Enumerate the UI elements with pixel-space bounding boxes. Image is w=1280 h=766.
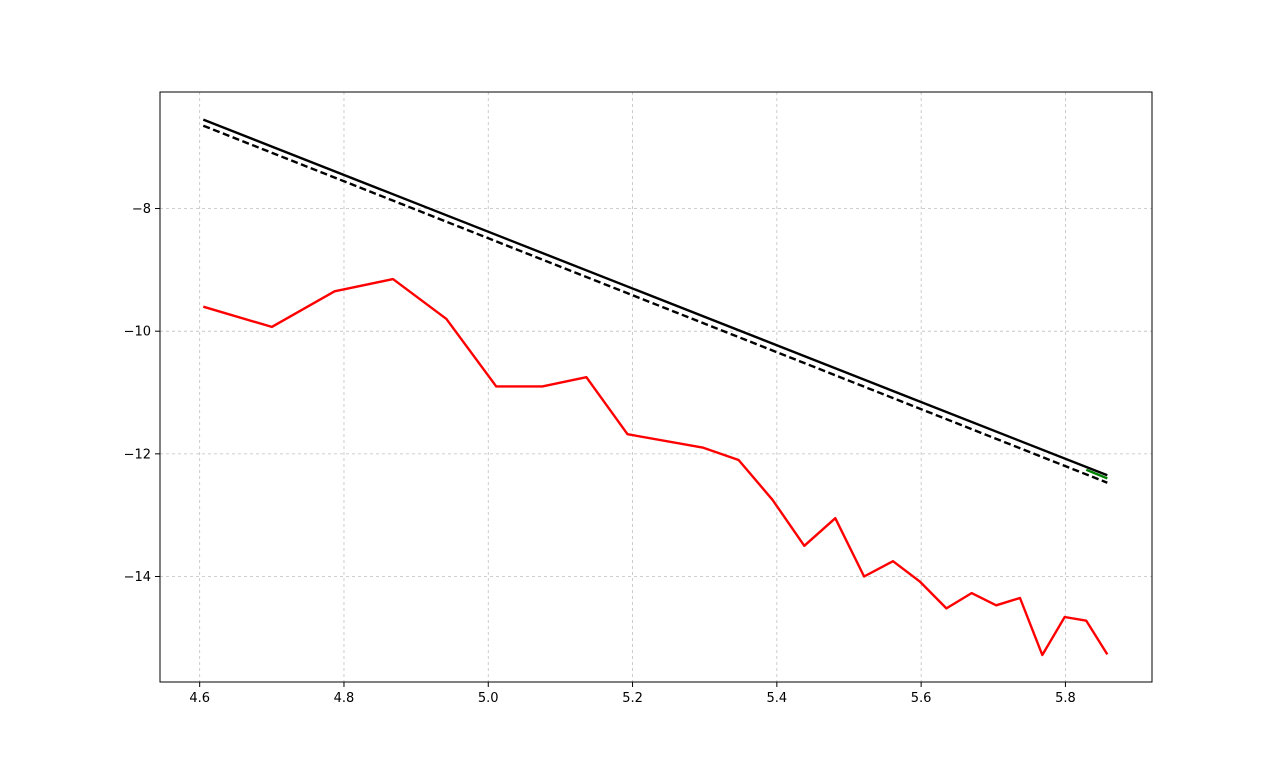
x-tick-label-1: 4.8	[334, 691, 355, 706]
x-tick-label-3: 5.2	[622, 691, 643, 706]
series-lines	[202, 118, 1109, 657]
plot-frame	[159, 91, 1153, 683]
y-tick-label-2: −12	[124, 447, 151, 462]
y-tick-label-0: −8	[132, 202, 151, 217]
x-tick-label-0: 4.6	[189, 691, 210, 706]
axis-ticks: 4.6 4.8 5.0 5.2 5.4 5.6 5.8 −8 −10 −12 −14	[124, 202, 1076, 706]
x-tick-label-5: 5.6	[911, 691, 932, 706]
y-tick-label-3: −14	[124, 570, 151, 585]
x-tick-label-2: 5.0	[478, 691, 499, 706]
grid-lines	[160, 92, 1152, 682]
series-line-2	[202, 124, 1108, 484]
y-tick-label-1: −10	[124, 325, 151, 340]
series-line-3	[1085, 468, 1108, 480]
series-line-1	[202, 118, 1108, 477]
x-tick-label-4: 5.4	[766, 691, 787, 706]
x-tick-label-6: 5.8	[1055, 691, 1076, 706]
series-line-0	[202, 277, 1109, 657]
